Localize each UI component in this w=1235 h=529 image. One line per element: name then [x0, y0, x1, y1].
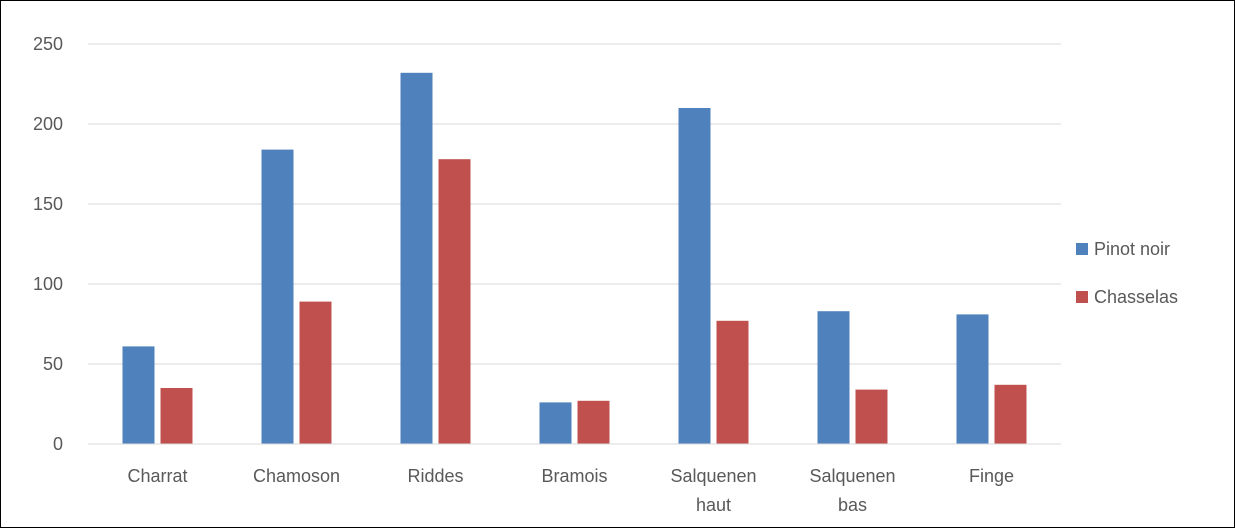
- x-tick-label: haut: [696, 495, 731, 515]
- bar: [400, 72, 433, 445]
- y-tick-label: 50: [43, 354, 63, 374]
- legend: Pinot noir Chasselas: [1076, 239, 1178, 307]
- bar: [539, 402, 572, 444]
- y-tick-label: 250: [33, 34, 63, 54]
- x-tick-label: bas: [838, 495, 867, 515]
- bar: [438, 159, 471, 444]
- gridlines: [88, 43, 1061, 365]
- y-tick-label: 100: [33, 274, 63, 294]
- legend-label: Chasselas: [1094, 287, 1178, 307]
- bar: [716, 320, 749, 444]
- x-tick-label: Bramois: [541, 466, 607, 486]
- x-tick-label: Riddes: [407, 466, 463, 486]
- y-axis-tick-labels: 0 50 100 150 200 250: [33, 34, 63, 454]
- x-tick-label: Salquenen: [670, 466, 756, 486]
- x-tick-label: Salquenen: [809, 466, 895, 486]
- bar: [817, 311, 850, 444]
- bar: [577, 400, 610, 444]
- y-tick-label: 0: [53, 434, 63, 454]
- x-tick-label: Chamoson: [253, 466, 340, 486]
- bars: [122, 72, 1027, 445]
- legend-label: Pinot noir: [1094, 239, 1170, 259]
- x-tick-label: Charrat: [127, 466, 187, 486]
- bar: [261, 149, 294, 444]
- x-tick-label: Finge: [969, 466, 1014, 486]
- bar: [855, 389, 888, 444]
- legend-swatch: [1076, 243, 1088, 255]
- bar: [994, 384, 1027, 444]
- legend-swatch: [1076, 291, 1088, 303]
- y-tick-label: 150: [33, 194, 63, 214]
- y-tick-label: 200: [33, 114, 63, 134]
- bar: [160, 388, 193, 444]
- bar: [122, 346, 155, 444]
- bar: [956, 314, 989, 444]
- bar: [678, 108, 711, 444]
- bar: [299, 301, 332, 444]
- x-axis-tick-labels: Charrat Chamoson Riddes Bramois Salquenen hau…: [127, 466, 1014, 515]
